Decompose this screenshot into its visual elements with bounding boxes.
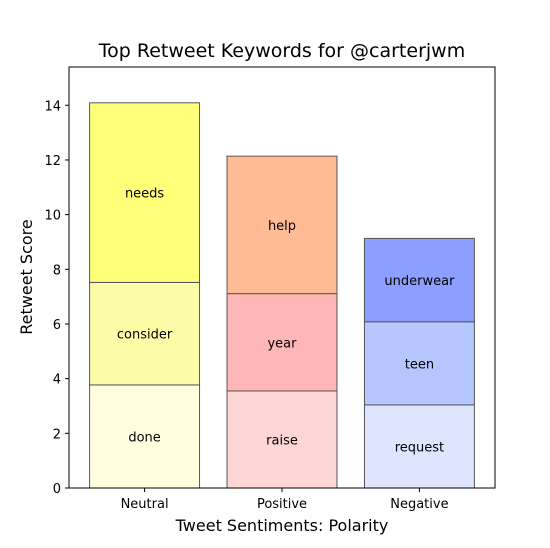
- plot-area: done consider needs raise year help request tee…: [44, 66, 496, 512]
- bar-segment-positive-help: [226, 155, 338, 295]
- bar-segment-neutral-consider: [89, 281, 201, 386]
- bar-segment-neutral-needs: [89, 102, 201, 283]
- segment-label: done: [128, 430, 160, 445]
- x-tick-label: Neutral: [121, 497, 169, 512]
- y-tick-label: 8: [53, 263, 61, 278]
- bar-segment-negative-underwear: [363, 237, 475, 323]
- y-tick-label: 14: [44, 99, 61, 114]
- segment-label: year: [267, 336, 297, 351]
- segment-label: needs: [125, 187, 164, 202]
- segment-label: raise: [266, 433, 298, 448]
- y-tick-label: 6: [53, 318, 61, 333]
- segment-label: request: [395, 440, 444, 455]
- y-tick-label: 10: [44, 209, 61, 224]
- bar-segment-neutral-done: [89, 384, 201, 489]
- y-tick-label: 4: [53, 373, 61, 388]
- bar-segment-positive-raise: [226, 390, 338, 489]
- x-tick-label: Positive: [257, 497, 307, 512]
- y-tick-label: 2: [53, 427, 61, 442]
- x-tick-label: Negative: [390, 497, 448, 512]
- y-axis-label: Retweet Score: [17, 219, 36, 334]
- segment-label: underwear: [384, 274, 455, 289]
- x-axis-label: Tweet Sentiments: Polarity: [175, 516, 389, 535]
- y-tick-label: 0: [53, 482, 61, 497]
- segment-label: teen: [405, 357, 434, 372]
- segment-label: consider: [117, 328, 173, 343]
- bar-segment-positive-year: [226, 293, 338, 392]
- bar-segment-negative-teen: [363, 321, 475, 406]
- y-tick-label: 12: [44, 154, 61, 169]
- segment-label: help: [268, 219, 296, 234]
- chart-title: Top Retweet Keywords for @carterjwm: [98, 40, 465, 62]
